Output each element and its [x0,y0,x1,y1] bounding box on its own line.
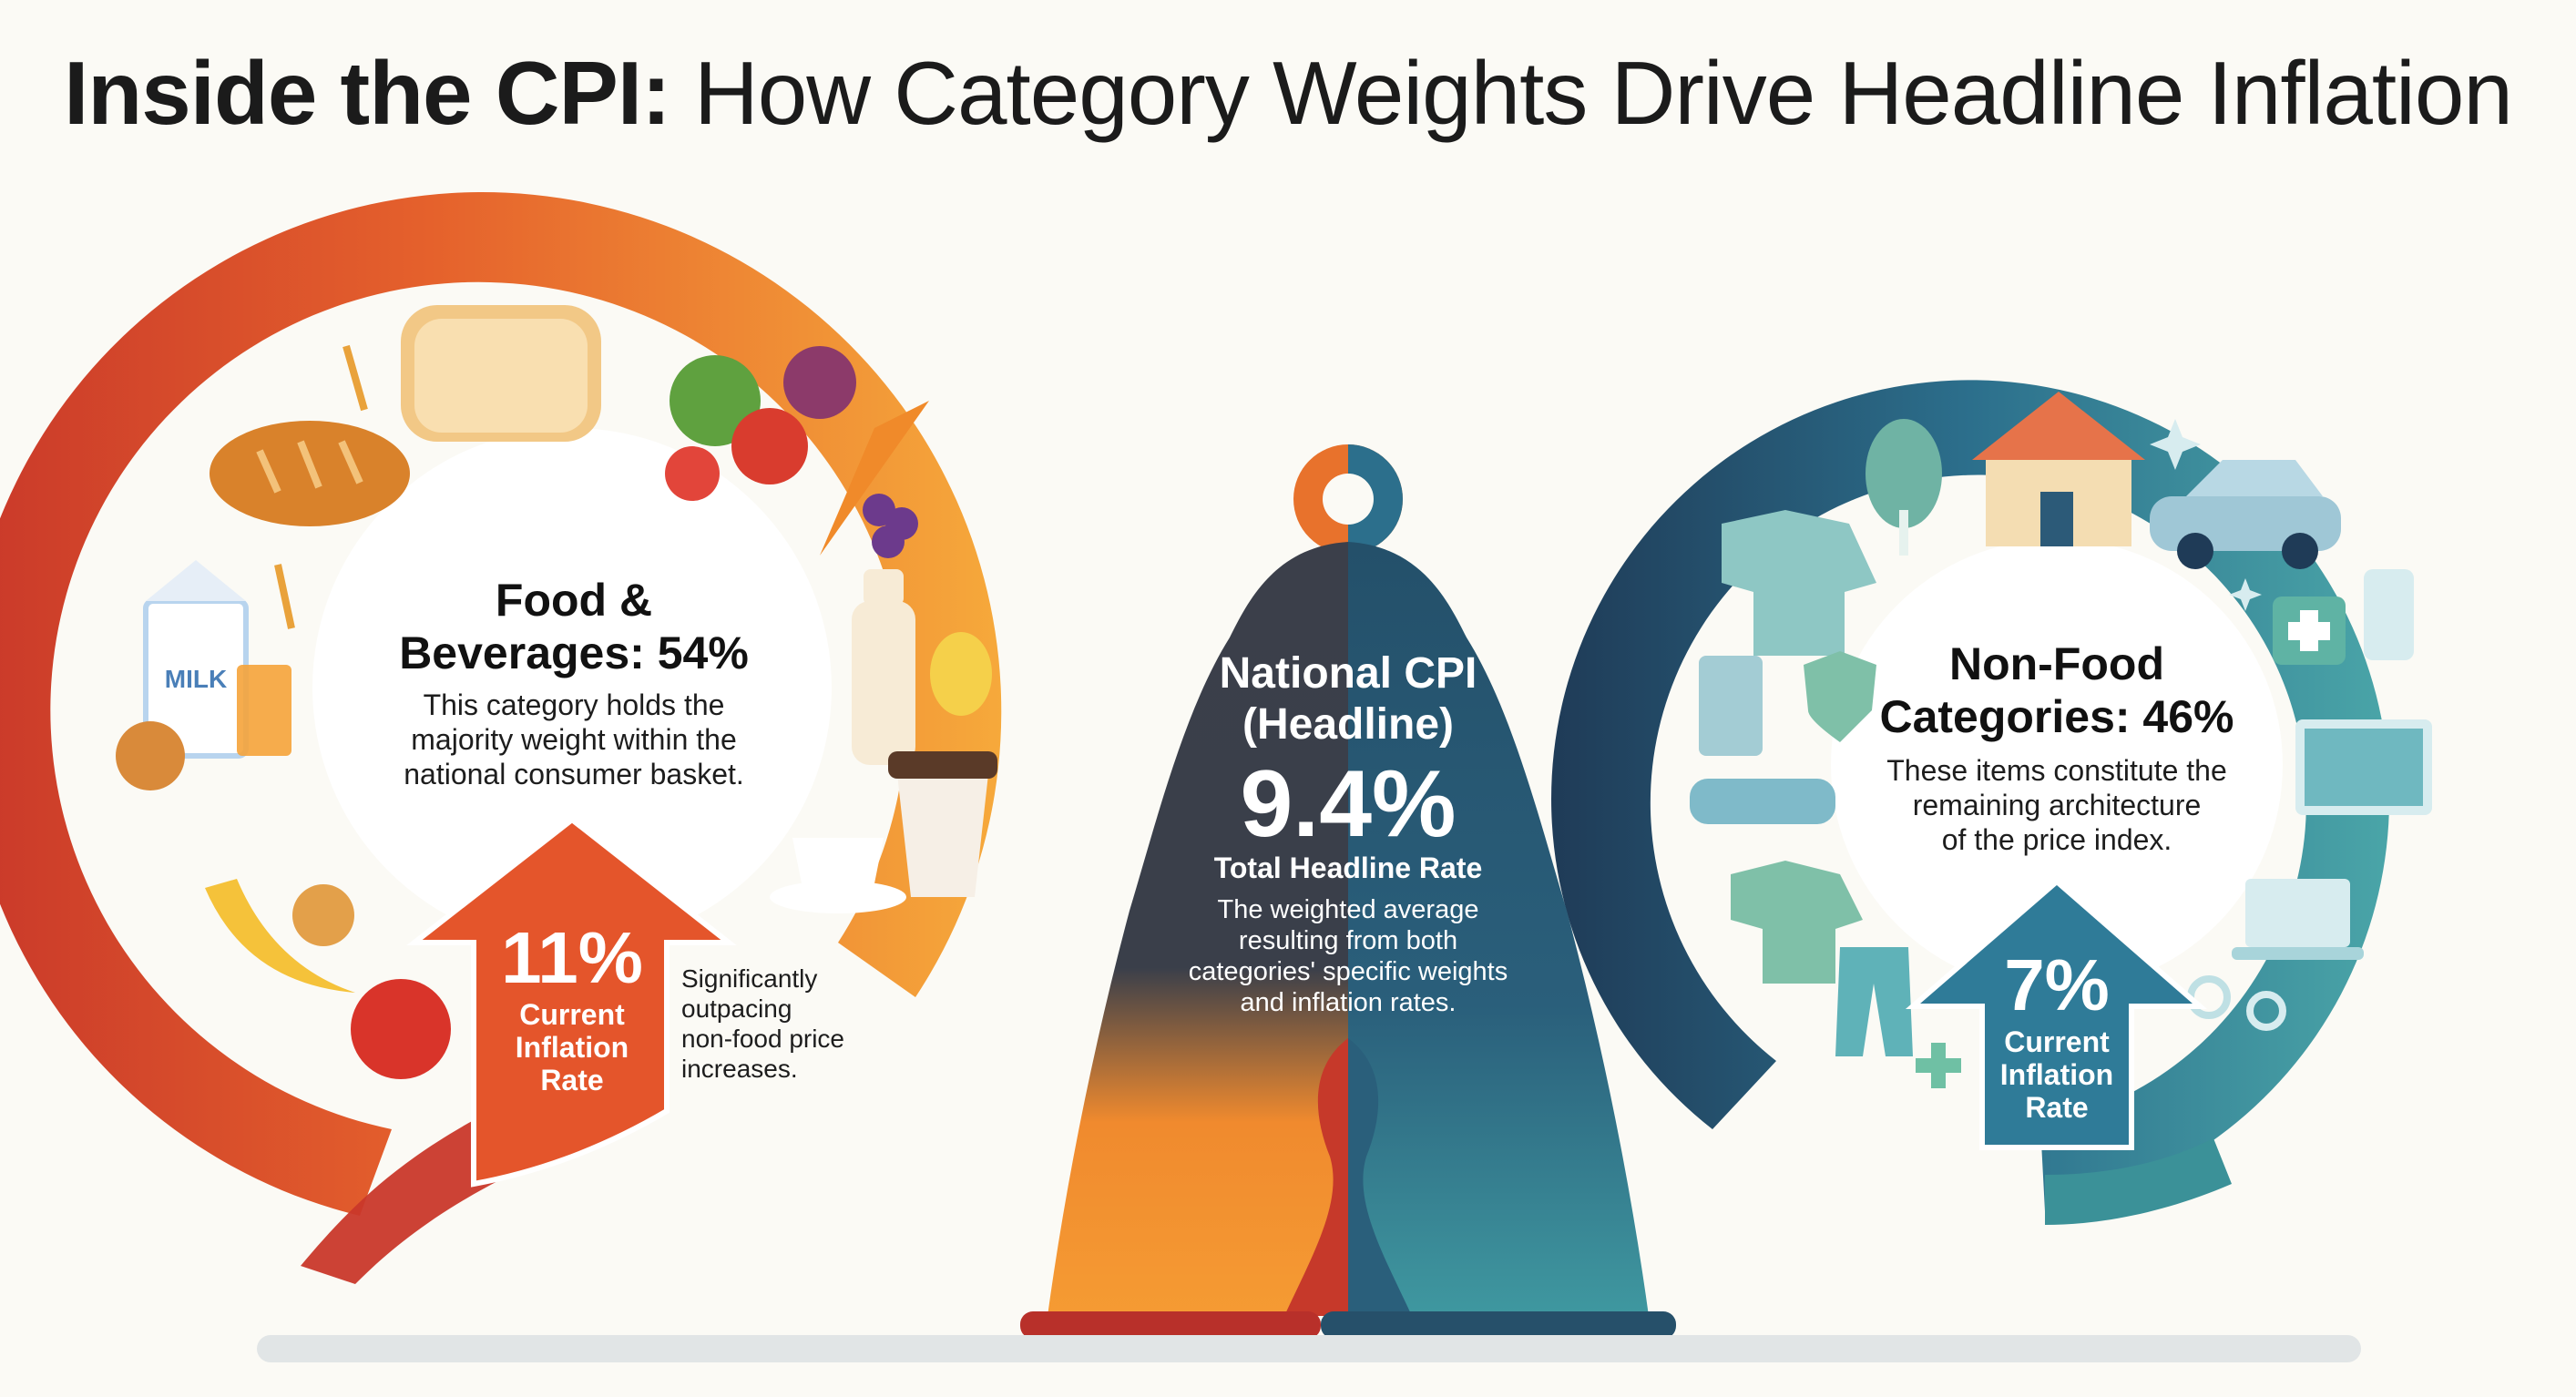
tree-icon [1866,419,1942,556]
nonfood-rate-label-line1: Current [2004,1025,2110,1058]
nonfood-rate-label-line3: Rate [2025,1091,2089,1124]
nonfood-description: These items constitute the remaining arc… [1829,753,2285,857]
bread-loaf-icon [401,305,601,442]
lemon-icon [930,632,992,716]
banana-icon [205,879,355,993]
monitor-icon [2295,719,2432,815]
food-inflation-arrow [406,816,737,1188]
phone-icon [2364,569,2414,660]
nonfood-heading-line1: Non-Food [1948,638,2164,689]
national-desc-line1: The weighted average [1217,895,1479,924]
food-note-line1: Significantly [681,964,818,993]
title-bold: Inside the CPI: [64,43,671,143]
food-rate-label-line3: Rate [540,1064,604,1096]
shirt-icon [1722,510,1876,984]
carrot-icon [820,401,929,556]
national-subtitle: Total Headline Rate [1213,851,1483,884]
medical-kit-icon [1916,597,2346,1088]
house-icon [1972,392,2145,546]
national-desc-line2: resulting from both [1238,926,1458,955]
national-cpi-value: 9.4% [1240,751,1457,857]
coffee-cup-icon [770,838,906,913]
food-note-line3: non-food price [681,1025,845,1053]
page-title: Inside the CPI: How Category Weights Dri… [0,38,2576,148]
milk-label: MILK [165,665,227,693]
nonfood-inflation-value: 7% [2004,944,2110,1025]
food-desc-line3: national consumer basket. [404,758,744,790]
bottle-icon [852,569,915,765]
id-card-icon [1699,656,1763,756]
food-ring [0,192,1002,1284]
shield-icon [1804,651,1876,742]
nonfood-inflation-label: Current Inflation Rate [1966,1025,2148,1124]
milk-carton-icon: MILK [143,560,249,759]
food-heading: Food & Beverages: 54% [346,574,802,679]
food-rate-label-line1: Current [519,998,625,1031]
national-heading: National CPI (Headline) [1166,648,1530,750]
nonfood-heading-line2: Categories: 46% [1879,691,2234,742]
nonfood-desc-line1: These items constitute the [1886,754,2227,787]
nonfood-desc-line3: of the price index. [1941,823,2172,856]
food-inflation-value: 11% [501,917,643,998]
apple-icon [351,979,451,1079]
food-heading-line1: Food & [495,575,653,626]
car-icon [1690,460,2341,824]
nonfood-rate-label-line2: Inflation [1999,1058,2114,1091]
national-heading-line2: (Headline) [1242,700,1455,749]
nonfood-inflation-arrow [1905,878,2208,1150]
laptop-icon [2232,879,2364,960]
food-description: This category holds the majority weight … [346,688,802,791]
nonfood-heading: Non-Food Categories: 46% [1829,637,2285,743]
national-cpi-bell [257,444,2361,1362]
national-description: The weighted average resulting from both… [1148,894,1549,1018]
juice-glass-icon [237,665,291,756]
food-heading-line2: Beverages: 54% [399,627,749,678]
trousers-icon [1835,947,1913,1056]
gear-icon [2246,991,2286,1031]
title-regular: How Category Weights Drive Headline Infl… [670,43,2513,143]
nonfood-ring [1551,380,2390,1225]
wheat-icon [274,344,368,629]
grapes-icon [863,494,918,558]
national-desc-line4: and inflation rates. [1240,988,1457,1017]
nonfood-desc-line2: remaining architecture [1912,789,2202,821]
takeaway-coffee-icon [888,751,997,897]
food-note-line2: outpacing [681,994,792,1023]
stethoscope-icon [2187,975,2231,1019]
food-rate-label-line2: Inflation [515,1031,629,1064]
food-desc-line2: majority weight within the [411,723,737,756]
cookie-icon [116,721,354,946]
baguette-icon [210,421,410,526]
national-desc-line3: categories' specific weights [1188,957,1508,986]
food-desc-line1: This category holds the [423,688,725,721]
vegetables-icon [665,346,856,501]
national-heading-line1: National CPI [1219,649,1477,698]
sparkle-icon [2150,419,2262,611]
food-inflation-label: Current Inflation Rate [481,998,663,1096]
food-note: Significantly outpacing non-food price i… [681,964,891,1084]
food-note-line4: increases. [681,1055,798,1083]
